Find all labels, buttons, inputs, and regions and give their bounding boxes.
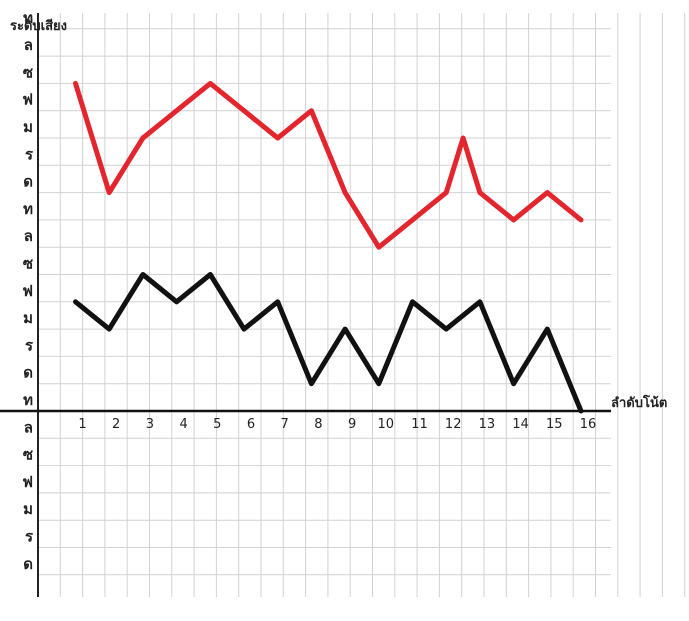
y-tick-label: ล	[24, 227, 33, 245]
y-tick-label: ม	[23, 118, 33, 136]
series-line-2	[73, 272, 584, 414]
y-tick-label: ท	[23, 200, 33, 218]
y-axis-title: ระดับเสียง	[10, 18, 67, 34]
y-tick-label: ร	[25, 145, 34, 163]
y-tick-label: ล	[24, 36, 33, 54]
x-tick-label: 14	[512, 417, 529, 432]
y-tick-label: ฟ	[22, 91, 33, 109]
y-tick-label: ซ	[23, 63, 33, 81]
series-lines	[73, 80, 584, 414]
y-tick-label: ท	[23, 9, 33, 27]
y-tick-label: ฟ	[22, 473, 33, 491]
x-tick-label: 9	[348, 417, 356, 432]
y-tick-label: ด	[23, 173, 33, 191]
x-tick-label: 4	[179, 417, 187, 432]
x-tick-labels: 1 2 3 4 5 6 7 8 9 10 11 12 13 14 15 16	[78, 417, 596, 432]
x-tick-label: 13	[479, 417, 496, 432]
y-tick-label: ซ	[23, 446, 33, 464]
y-tick-label: ม	[23, 309, 33, 327]
y-tick-label: ม	[23, 500, 33, 518]
y-tick-label: ล	[24, 418, 33, 436]
x-tick-label: 1	[78, 417, 86, 432]
x-tick-label: 10	[378, 417, 395, 432]
x-tick-label: 3	[146, 417, 154, 432]
y-tick-label: ด	[23, 555, 33, 573]
x-tick-label: 11	[411, 417, 428, 432]
x-tick-label: 5	[213, 417, 221, 432]
series-line-1	[73, 80, 584, 250]
x-tick-label: 15	[546, 417, 563, 432]
y-tick-label: ฟ	[22, 282, 33, 300]
y-tick-label: ด	[23, 364, 33, 382]
x-tick-label: 2	[112, 417, 120, 432]
y-tick-label: ท	[23, 391, 33, 409]
y-tick-label: ซ	[23, 255, 33, 273]
x-tick-label: 16	[580, 417, 597, 432]
x-tick-label: 6	[247, 417, 255, 432]
y-tick-label: ร	[25, 528, 34, 546]
grid	[38, 13, 686, 597]
x-tick-label: 7	[281, 417, 289, 432]
x-tick-label: 8	[314, 417, 322, 432]
x-axis-title: ลำดับโน้ต	[611, 394, 667, 411]
axes	[0, 13, 611, 597]
x-tick-label: 12	[445, 417, 462, 432]
y-tick-label: ร	[25, 336, 34, 354]
